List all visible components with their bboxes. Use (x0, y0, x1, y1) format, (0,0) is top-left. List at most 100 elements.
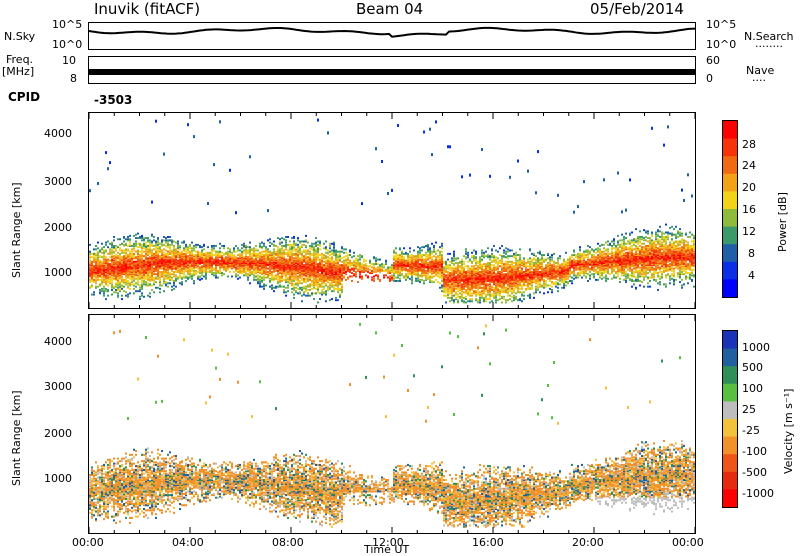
power-cell (361, 276, 363, 279)
power-cell (309, 278, 311, 281)
power-cell (323, 257, 325, 260)
power-cell (89, 189, 91, 193)
power-cell (99, 249, 101, 252)
power-cell (327, 277, 329, 280)
power-cell (425, 245, 427, 247)
power-cell (479, 277, 481, 280)
power-cell (113, 272, 115, 275)
power-cell (481, 296, 483, 299)
power-cell (169, 247, 171, 250)
power-cell (345, 266, 347, 269)
power-cell (93, 278, 95, 281)
power-cell (101, 269, 103, 272)
power-cell (195, 250, 197, 253)
power-cell (147, 248, 149, 251)
power-cell (231, 267, 233, 270)
power-cell (489, 265, 491, 268)
power-cell (159, 259, 161, 262)
power-cell (441, 254, 443, 257)
power-cell (235, 262, 237, 264)
power-cell (499, 273, 501, 276)
power-cell (125, 278, 127, 281)
power-cell (495, 259, 497, 262)
power-cell (261, 268, 263, 271)
power-cell (399, 268, 401, 271)
power-cell (471, 268, 473, 271)
power-cell (89, 286, 91, 289)
power-cell (367, 276, 369, 279)
power-cell (235, 274, 237, 277)
power-cell (463, 280, 465, 282)
power-cell (491, 252, 493, 255)
power-cell (401, 250, 403, 253)
power-cell (175, 280, 177, 282)
power-cell (175, 274, 177, 277)
power-cell (491, 277, 493, 280)
power-cell (431, 153, 433, 157)
power-cell (309, 245, 311, 247)
power-cell (283, 249, 285, 252)
power-cell (329, 276, 331, 279)
power-cell (511, 267, 513, 270)
power-cell (215, 264, 217, 267)
power-cell (441, 286, 443, 289)
power-cell (399, 264, 401, 267)
power-cell (277, 271, 279, 273)
power-cell (417, 265, 419, 268)
power-cell (227, 263, 229, 266)
power-cell (503, 251, 505, 254)
power-cell (207, 267, 209, 270)
power-cell (347, 254, 349, 257)
power-cell (129, 241, 131, 244)
power-cell (477, 283, 479, 286)
power-cell (305, 259, 307, 262)
power-cell (191, 254, 193, 257)
power-cell (441, 245, 443, 247)
power-cell (411, 262, 413, 264)
power-cell (285, 236, 287, 238)
power-cell (309, 255, 311, 258)
power-cell (283, 245, 285, 247)
power-cell (401, 274, 403, 277)
power-cell (117, 280, 119, 282)
power-cell (297, 250, 299, 253)
power-cell (205, 263, 207, 266)
power-cell (295, 243, 297, 246)
power-cell (455, 296, 457, 299)
power-cell (291, 237, 293, 240)
power-cell (425, 258, 427, 261)
power-cell (485, 300, 487, 303)
power-cell (465, 257, 467, 260)
power-cell (175, 249, 177, 252)
power-cell (123, 280, 125, 282)
power-cell (449, 278, 451, 281)
power-cell (159, 276, 161, 279)
power-cell (415, 265, 417, 268)
power-cell (371, 276, 373, 279)
power-cell (187, 269, 189, 272)
power-cell (353, 262, 355, 264)
power-cell (319, 240, 321, 243)
power-cell (153, 255, 155, 258)
power-cell (127, 236, 129, 238)
power-cell (121, 263, 123, 266)
power-cell (185, 260, 187, 263)
power-cell (147, 250, 149, 253)
power-cell (477, 271, 479, 273)
power-cell (307, 280, 309, 282)
power-cell (297, 269, 299, 272)
power-cell (491, 278, 493, 281)
power-cell (231, 257, 233, 260)
power-cell (225, 251, 227, 254)
power-cell (141, 284, 143, 287)
power-cell (161, 260, 163, 263)
power-cell (497, 260, 499, 263)
power-cell (309, 250, 311, 253)
power-cell (133, 271, 135, 273)
power-cell (269, 238, 271, 241)
power-cell (225, 256, 227, 259)
power-cell (327, 249, 329, 252)
power-cell (469, 300, 471, 303)
power-cell (253, 254, 255, 257)
power-cell (511, 260, 513, 263)
